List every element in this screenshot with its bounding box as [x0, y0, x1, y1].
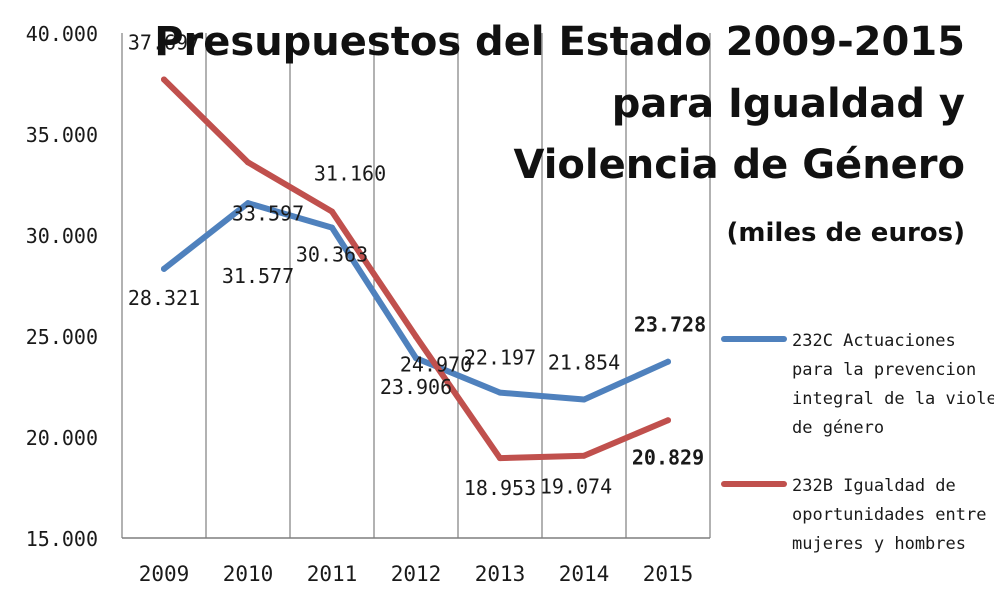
y-tick-label: 20.000	[26, 426, 98, 450]
data-point	[581, 452, 587, 459]
y-tick-label: 25.000	[26, 325, 98, 349]
axes: 15.000 20.000 25.000 30.000 35.000 40.000 2009…	[26, 22, 710, 586]
data-point	[581, 396, 587, 403]
legend-label: para la prevencion	[792, 360, 976, 380]
data-label: 37.697	[128, 31, 200, 55]
chart-title-line-2: para Igualdad y	[612, 81, 965, 127]
data-point	[245, 200, 251, 207]
y-tick-label: 40.000	[26, 22, 98, 46]
legend: 232C Actuaciones para la prevencion integr…	[721, 331, 994, 554]
data-point	[497, 455, 503, 462]
series	[161, 76, 671, 462]
legend-label: integral de la violencia	[792, 389, 994, 409]
data-label: 18.953	[464, 476, 536, 500]
data-label: 23.906	[380, 375, 452, 399]
data-label: 28.321	[128, 286, 200, 310]
data-point	[245, 159, 251, 166]
data-label: 33.597	[232, 201, 304, 225]
x-tick-label: 2013	[475, 562, 526, 586]
data-point	[161, 76, 167, 83]
data-label: 21.854	[548, 351, 620, 375]
data-label: 24.970	[400, 353, 472, 377]
legend-label: mujeres y hombres	[792, 534, 966, 554]
data-label: 19.074	[540, 475, 612, 499]
data-point	[413, 333, 419, 340]
x-tick-label: 2009	[139, 562, 190, 586]
legend-label: oportunidades entre	[792, 505, 986, 525]
data-point	[665, 417, 671, 424]
chart-title-line-1: Presupuestos del Estado 2009-2015	[154, 19, 965, 65]
x-tick-label: 2010	[223, 562, 274, 586]
x-tick-label: 2014	[559, 562, 610, 586]
data-point	[665, 358, 671, 365]
chart-title: Presupuestos del Estado 2009-2015 para I…	[154, 19, 965, 248]
data-label: 31.577	[222, 264, 294, 288]
y-tick-label: 30.000	[26, 224, 98, 248]
data-label: 22.197	[464, 346, 536, 370]
data-label: 31.160	[314, 162, 386, 186]
y-tick-label: 15.000	[26, 527, 98, 551]
data-point	[329, 208, 335, 215]
data-label: 20.829	[632, 445, 704, 469]
x-tick-label: 2015	[643, 562, 694, 586]
data-point	[161, 265, 167, 272]
x-tick-label: 2011	[307, 562, 358, 586]
data-point	[413, 355, 419, 362]
data-point	[497, 389, 503, 396]
chart-title-line-3: Violencia de Género	[513, 142, 965, 188]
legend-label: de género	[792, 418, 884, 438]
legend-label: 232C Actuaciones	[792, 331, 956, 351]
data-label: 30.363	[296, 243, 368, 267]
x-tick-label: 2012	[391, 562, 442, 586]
chart-subtitle: (miles de euros)	[727, 218, 965, 248]
y-tick-label: 35.000	[26, 123, 98, 147]
data-label: 23.728	[634, 313, 706, 337]
legend-label: 232B Igualdad de	[792, 476, 956, 496]
data-point	[329, 224, 335, 231]
